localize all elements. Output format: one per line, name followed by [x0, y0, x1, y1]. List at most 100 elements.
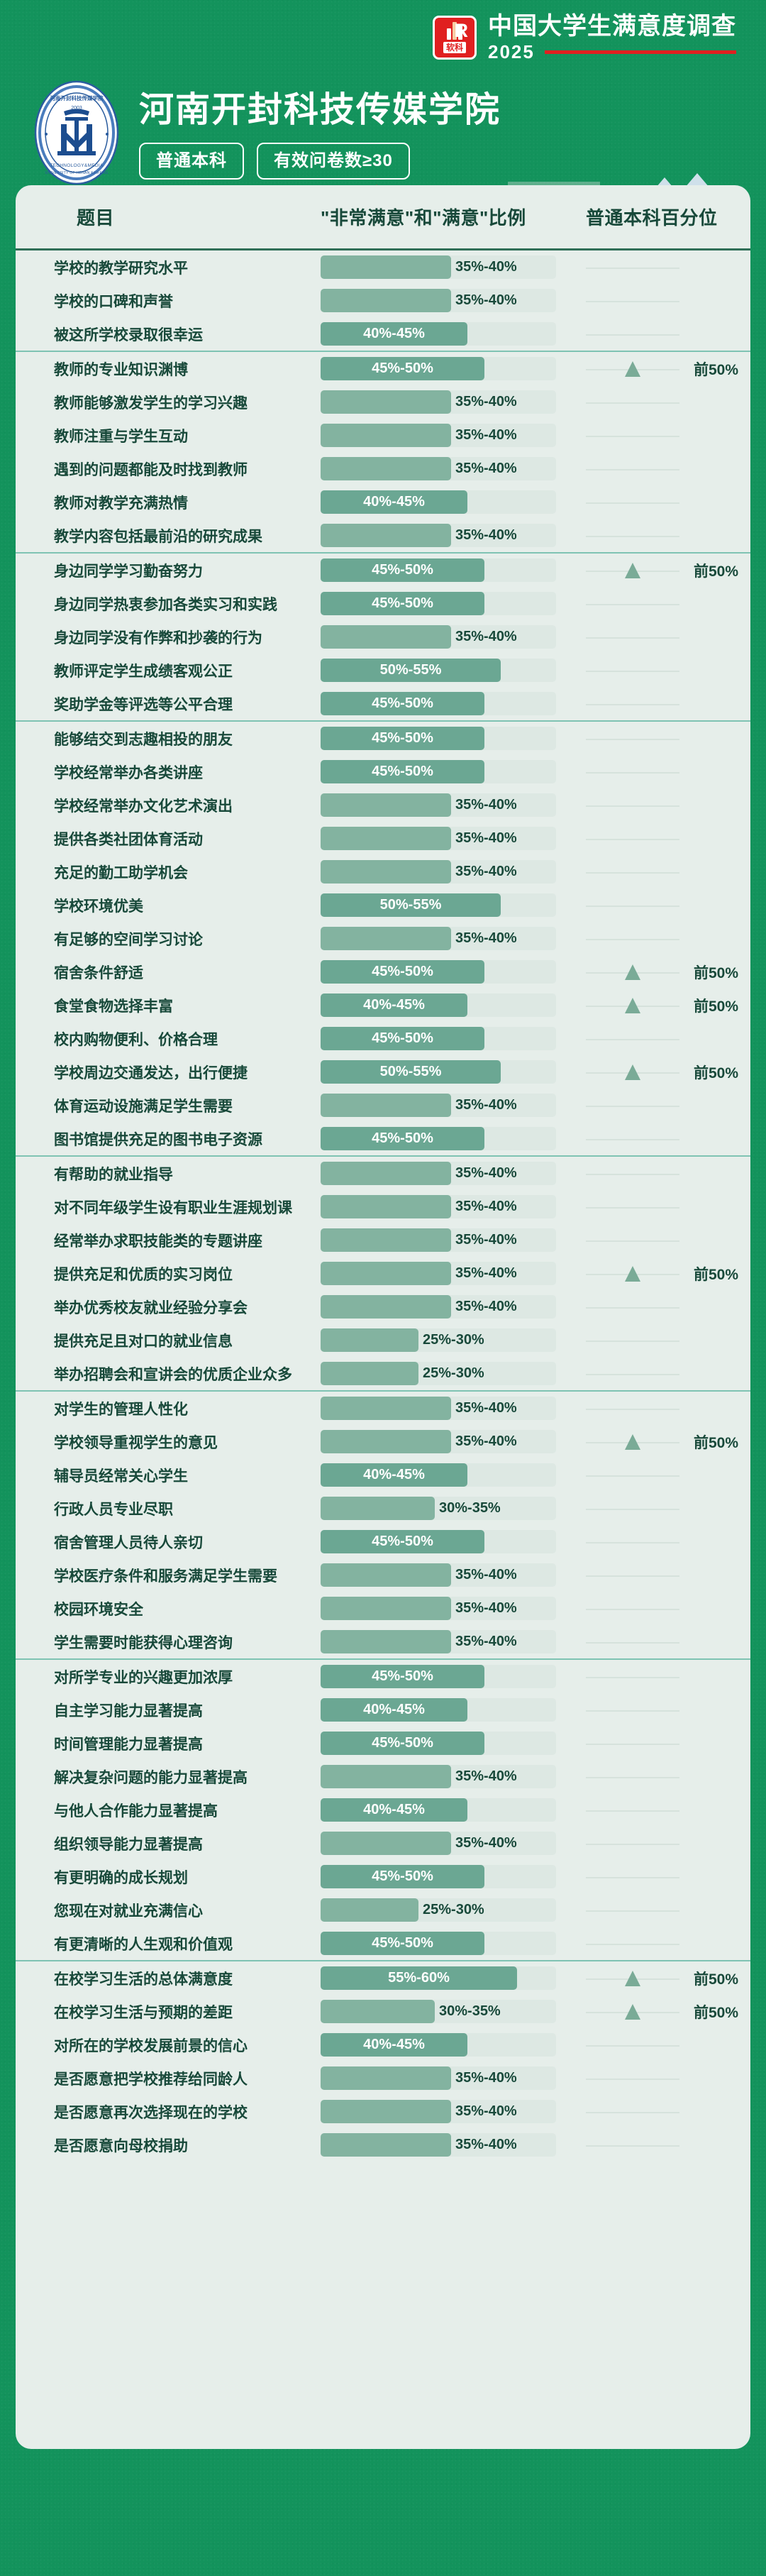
percentile-cell — [570, 2133, 729, 2157]
satisfaction-bar: 40%-45% — [321, 993, 570, 1017]
brand-red-rule — [544, 50, 736, 54]
table-row: 您现在对就业充满信心 25%-30% — [16, 1893, 750, 1927]
table-row: 组织领导能力显著提高 35%-40% — [16, 1827, 750, 1860]
percentile-scale — [586, 1798, 679, 1822]
question-group: 对学生的管理人性化 35%-40% 学校领导重视学生的意见 35%-40% 前50% 辅导… — [16, 1390, 750, 1658]
satisfaction-bar: 45%-50% — [321, 1530, 570, 1553]
satisfaction-bar: 35%-40% — [321, 457, 570, 480]
bar-fill — [321, 1698, 467, 1722]
percentile-cell — [570, 1832, 729, 1855]
table-row: 有足够的空间学习讨论 35%-40% — [16, 922, 750, 955]
bar-track: 35%-40% — [321, 1430, 556, 1453]
bar-track: 45%-50% — [321, 1530, 556, 1553]
percentile-rule — [586, 1608, 679, 1610]
table-header-row: 题目 "非常满意"和"满意"比例 普通本科百分位 — [16, 185, 750, 251]
satisfaction-table-card: 题目 "非常满意"和"满意"比例 普通本科百分位 学校的教学研究水平 35%-40… — [16, 185, 750, 2449]
bar-value-label: 40%-45% — [363, 1802, 425, 1817]
table-row: 提供充足和优质的实习岗位 35%-40% 前50% — [16, 1257, 750, 1290]
bar-fill — [321, 1832, 451, 1855]
percentile-cell: 前50% — [570, 1430, 738, 1453]
bar-fill — [321, 1397, 451, 1420]
percentile-scale — [586, 2066, 679, 2090]
bar-value-label: 45%-50% — [372, 1534, 433, 1549]
bar-track: 45%-50% — [321, 558, 556, 582]
bar-fill — [321, 1497, 435, 1520]
bar-track: 35%-40% — [321, 2066, 556, 2090]
percentile-cell — [570, 1362, 729, 1385]
bar-fill — [321, 727, 484, 750]
table-row: 学校医疗条件和服务满足学生需要 35%-40% — [16, 1558, 750, 1592]
percentile-scale — [586, 1463, 679, 1487]
bar-value-label: 30%-35% — [439, 1500, 501, 1516]
bar-track: 35%-40% — [321, 927, 556, 950]
bar-value-label: 35%-40% — [455, 1400, 517, 1416]
percentile-scale — [586, 457, 679, 480]
table-row: 教师对教学充满热情 40%-45% — [16, 485, 750, 519]
percentile-cell — [570, 1295, 729, 1319]
question-label: 辅导员经常关心学生 — [54, 1468, 188, 1485]
table-row: 有帮助的就业指导 35%-40% — [16, 1157, 750, 1190]
question-label: 有更明确的成长规划 — [54, 1869, 188, 1886]
table-row: 是否愿意再次选择现在的学校 35%-40% — [16, 2095, 750, 2128]
bar-value-label: 35%-40% — [455, 1199, 517, 1214]
bar-fill — [321, 893, 501, 917]
percentile-rule — [586, 871, 679, 874]
percentile-cell — [570, 1094, 729, 1117]
bar-value-label: 45%-50% — [372, 562, 433, 578]
satisfaction-bar: 40%-45% — [321, 490, 570, 514]
percentile-rule — [586, 1776, 679, 1778]
bar-track: 50%-55% — [321, 893, 556, 917]
bar-track: 35%-40% — [321, 255, 556, 279]
bar-fill — [321, 1262, 451, 1285]
percentile-scale — [586, 625, 679, 649]
table-row: 身边同学学习勤奋努力 45%-50% 前50% — [16, 554, 750, 587]
percentile-rule — [586, 603, 679, 605]
satisfaction-bar: 35%-40% — [321, 1563, 570, 1587]
bar-track: 35%-40% — [321, 827, 556, 850]
survey-brand-text: 中国大学生满意度调查 2025 — [488, 13, 736, 62]
percentile-rule — [586, 1743, 679, 1745]
satisfaction-bar: 25%-30% — [321, 1328, 570, 1352]
bar-fill — [321, 2033, 467, 2057]
question-label: 您现在对就业充满信心 — [54, 1903, 203, 1920]
percentile-scale — [586, 1162, 679, 1185]
percentile-rule — [586, 1843, 679, 1845]
bar-value-label: 35%-40% — [455, 292, 517, 308]
percentile-cell — [570, 1798, 729, 1822]
satisfaction-bar: 50%-55% — [321, 1060, 570, 1084]
question-label: 体育运动设施满足学生需要 — [54, 1098, 233, 1115]
percentile-scale — [586, 1765, 679, 1788]
percentile-cell — [570, 1027, 729, 1050]
percentile-cell — [570, 793, 729, 817]
bar-track: 35%-40% — [321, 1765, 556, 1788]
percentile-scale — [586, 558, 679, 582]
bar-value-label: 45%-50% — [372, 964, 433, 979]
table-row: 辅导员经常关心学生 40%-45% — [16, 1458, 750, 1492]
bar-fill — [321, 2066, 451, 2090]
satisfaction-bar: 25%-30% — [321, 1898, 570, 1922]
percentile-cell — [570, 592, 729, 615]
bar-fill — [321, 1798, 467, 1822]
bar-fill — [321, 322, 467, 346]
percentile-cell — [570, 255, 729, 279]
question-label: 对不同年级学生设有职业生涯规划课 — [54, 1199, 292, 1216]
bar-value-label: 25%-30% — [423, 1332, 484, 1348]
bar-value-label: 35%-40% — [455, 1835, 517, 1851]
question-group: 学校的教学研究水平 35%-40% 学校的口碑和声誉 35%-40% 被这所学校录取很幸… — [16, 251, 750, 351]
percentile-cell: 前50% — [570, 357, 738, 380]
percentile-rule — [586, 738, 679, 740]
table-row: 教学内容包括最前沿的研究成果 35%-40% — [16, 519, 750, 552]
survey-subtitle-row: 2025 — [488, 42, 736, 62]
satisfaction-bar: 30%-35% — [321, 1497, 570, 1520]
percentile-rule — [586, 1575, 679, 1577]
satisfaction-bar: 35%-40% — [321, 1295, 570, 1319]
table-row: 对所在的学校发展前景的信心 40%-45% — [16, 2028, 750, 2062]
bar-fill — [321, 1060, 501, 1084]
bar-track: 55%-60% — [321, 1966, 556, 1990]
percentile-marker-triangle-icon — [625, 2003, 640, 2020]
satisfaction-bar: 45%-50% — [321, 1732, 570, 1755]
satisfaction-bar: 35%-40% — [321, 793, 570, 817]
bar-fill — [321, 1765, 451, 1788]
bar-track: 35%-40% — [321, 457, 556, 480]
question-label: 充足的勤工助学机会 — [54, 864, 188, 881]
